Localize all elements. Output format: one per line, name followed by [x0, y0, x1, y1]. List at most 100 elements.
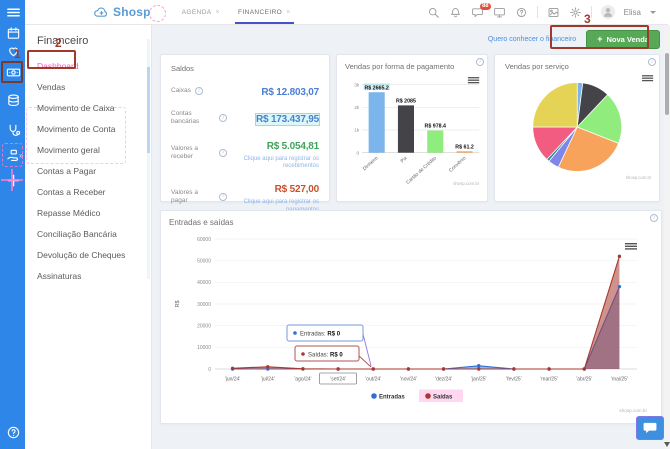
payment-methods-card: Vendas por forma de pagamento i 0 1k 2k 3k R… — [336, 54, 488, 202]
svg-text:10000: 10000 — [197, 345, 211, 351]
line-chart: 0 10000 20000 30000 40000 50000 60000 R$ 'jun/24… — [175, 237, 647, 413]
sidebar-item-movimento-de-conta[interactable]: Movimento de Conta — [37, 123, 116, 134]
chart-menu-icon[interactable] — [642, 75, 654, 77]
bar-chart: 0 1k 2k 3k R$ 2665.2 Dinheiro R$ 2085 Pix R$ 978… — [354, 77, 480, 186]
sidebar-item-conciliacao-bancaria[interactable]: Conciliação Bancária — [37, 228, 117, 239]
sidebar-item-dashboard[interactable]: Dashboard — [37, 60, 79, 71]
saldos-row: Contas bancárias i R$ 173.437,95 — [171, 109, 319, 127]
services-card: Vendas por serviço i shosp.com.br — [494, 54, 660, 202]
sidebar-item-assinaturas[interactable]: Assinaturas — [37, 270, 82, 281]
info-icon[interactable]: i — [650, 214, 658, 222]
svg-text:1k: 1k — [354, 128, 360, 134]
nav-scrollbar[interactable] — [147, 39, 150, 279]
chat-icon[interactable]: 88 — [471, 2, 491, 19]
cash-icon[interactable] — [5, 64, 21, 80]
bell-icon[interactable] — [449, 6, 462, 19]
page-scrollbar[interactable] — [664, 25, 670, 449]
avatar[interactable] — [600, 5, 615, 19]
svg-text:R$ 61.2: R$ 61.2 — [455, 144, 474, 150]
sidebar-item-devolucao-de-cheques[interactable]: Devolução de Cheques — [37, 249, 126, 260]
saldos-label: Caixas — [171, 87, 191, 95]
svg-text:0: 0 — [208, 367, 211, 373]
know-finance-link[interactable]: Quero conhecer o financeiro — [487, 35, 577, 43]
scroll-down-arrow[interactable] — [664, 442, 670, 447]
info-icon[interactable]: i — [476, 58, 484, 66]
help-circle-icon[interactable] — [515, 6, 528, 19]
svg-text:'nov/24': 'nov/24' — [400, 377, 417, 383]
svg-text:'jan/25': 'jan/25' — [471, 377, 487, 383]
chat-float-button[interactable] — [636, 416, 664, 440]
svg-text:'set/24': 'set/24' — [330, 377, 346, 383]
chart-menu-icon[interactable] — [467, 77, 480, 79]
search-icon[interactable] — [427, 6, 440, 19]
info-icon[interactable]: i — [194, 87, 203, 95]
user-name[interactable]: Elisa — [623, 7, 641, 17]
info-icon[interactable]: i — [648, 58, 656, 66]
chart-menu-icon[interactable] — [467, 81, 480, 84]
register-link[interactable]: Clique aqui para registrar os recebiment… — [243, 156, 319, 170]
in-out-card: Entradas e saídas i 0 10000 20000 30000 4000… — [160, 210, 662, 424]
sidebar-item-repasse-medico[interactable]: Repasse Médico — [37, 207, 101, 218]
help-icon[interactable] — [5, 424, 21, 440]
chart-menu-icon[interactable] — [642, 79, 654, 82]
chart-menu-icon[interactable] — [625, 245, 637, 247]
divider — [590, 6, 592, 18]
chart-menu-icon[interactable] — [625, 248, 637, 250]
svg-text:Saídas: R$ 0: Saídas: R$ 0 — [308, 352, 343, 358]
svg-text:50000: 50000 — [197, 258, 211, 264]
saldos-row: Valores a receber i R$ 5.054,81 Clique aqui… — [171, 136, 319, 170]
svg-text:R$ 978.4: R$ 978.4 — [425, 124, 446, 130]
info-icon[interactable]: i — [219, 149, 227, 158]
tab-financeiro[interactable]: FINANCEIRO × — [229, 0, 300, 24]
hand-money-icon[interactable] — [5, 147, 21, 163]
sidebar-item-movimento-de-caixa[interactable]: Movimento de Caixa — [37, 102, 115, 113]
gear-icon[interactable] — [569, 6, 582, 19]
register-link[interactable]: Clique aqui para registrar os pagamentos — [243, 199, 319, 212]
tab-close-icon[interactable]: × — [286, 8, 291, 16]
info-icon[interactable]: i — [219, 192, 227, 201]
monitor-icon[interactable] — [493, 6, 506, 19]
chart-menu-icon[interactable] — [625, 243, 637, 245]
sidebar-item-movimento-geral[interactable]: Movimento geral — [37, 144, 100, 155]
stethoscope-icon[interactable] — [5, 122, 21, 138]
svg-text:R$ 2665.2: R$ 2665.2 — [364, 85, 388, 91]
chart-menu-icon[interactable] — [642, 77, 654, 79]
divider — [536, 6, 538, 18]
saldos-label: Valores a pagar — [171, 188, 198, 204]
new-sale-button[interactable]: + Nova Venda — [586, 29, 660, 49]
app-logo: Shosp — [93, 5, 151, 19]
tab-close-icon[interactable]: × — [215, 8, 221, 16]
info-icon[interactable]: i — [219, 114, 227, 122]
chevron-down-icon[interactable] — [650, 10, 656, 14]
svg-text:shosp.com.br: shosp.com.br — [619, 408, 647, 413]
svg-text:0: 0 — [357, 150, 360, 156]
tab-agenda-label: AGENDA — [181, 8, 212, 16]
svg-text:shosp.com.br: shosp.com.br — [453, 181, 480, 186]
svg-text:R$: R$ — [175, 300, 181, 307]
new-sale-label: Nova Venda — [606, 34, 649, 44]
saldos-value: R$ 527,00 — [274, 184, 320, 196]
records-icon[interactable] — [5, 92, 21, 108]
saldos-label: Contas bancárias — [171, 110, 200, 125]
header-actions: 88 Elisa — [427, 2, 656, 19]
sidebar-item-vendas[interactable]: Vendas — [37, 81, 66, 92]
svg-text:'fev/25': 'fev/25' — [506, 377, 522, 383]
svg-text:Entradas: Entradas — [379, 394, 405, 400]
sidebar-item-contas-a-pagar[interactable]: Contas a Pagar — [37, 165, 97, 176]
image-icon[interactable] — [547, 6, 560, 19]
plus-icon[interactable] — [5, 172, 21, 188]
menu-icon[interactable] — [5, 4, 21, 20]
chart-menu-icon[interactable] — [467, 79, 480, 81]
heart-icon[interactable] — [5, 43, 21, 59]
calendar-icon[interactable] — [5, 25, 21, 41]
sidebar-item-contas-a-receber[interactable]: Contas a Receber — [37, 186, 106, 197]
icon-sidebar — [0, 0, 25, 449]
chat-bubble-icon — [643, 422, 657, 434]
svg-text:'abr/25': 'abr/25' — [576, 377, 592, 383]
expand-chevron-icon[interactable]: » — [19, 151, 24, 160]
tab-agenda[interactable]: AGENDA × — [173, 0, 229, 24]
svg-text:Dinheiro: Dinheiro — [362, 155, 380, 172]
svg-text:'jul/24': 'jul/24' — [261, 377, 275, 383]
svg-text:Saídas: Saídas — [433, 394, 453, 400]
